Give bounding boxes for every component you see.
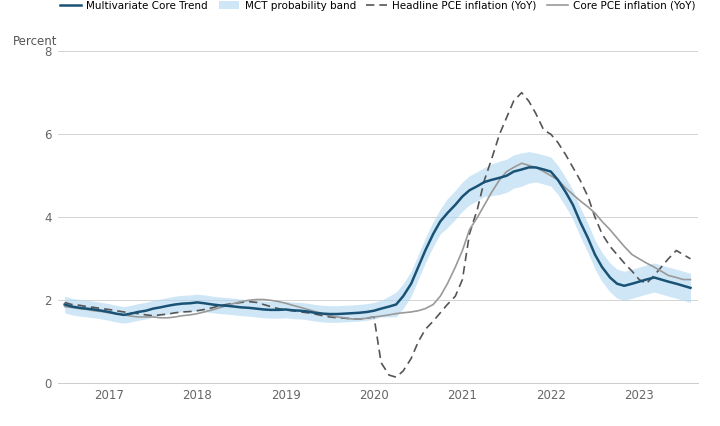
Text: Percent: Percent — [13, 35, 58, 48]
Legend: Multivariate Core Trend, MCT probability band, Headline PCE inflation (YoY), Cor: Multivariate Core Trend, MCT probability… — [56, 0, 700, 15]
